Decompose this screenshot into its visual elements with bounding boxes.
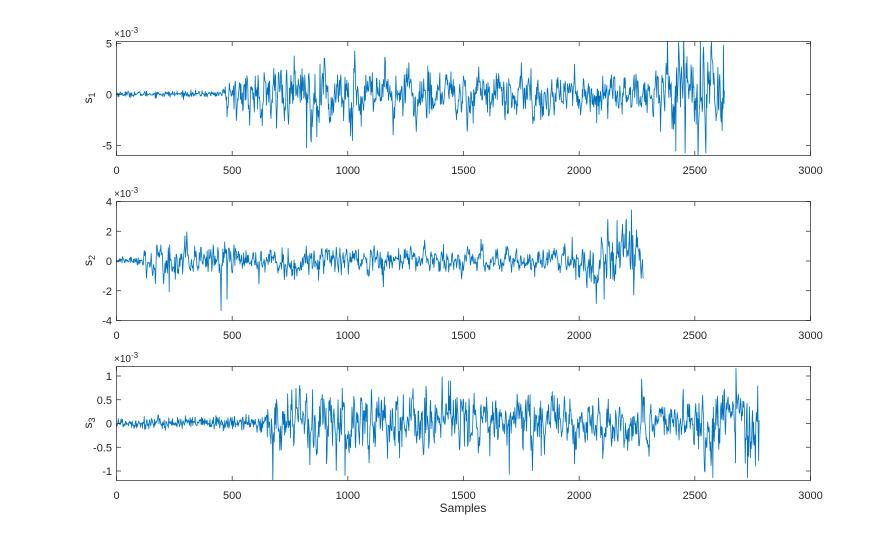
x-tick-label: 1000	[336, 165, 360, 177]
y-axis-label: s3	[81, 417, 97, 428]
y-tick-label: 0.5	[97, 395, 112, 407]
exponent-power: -3	[131, 186, 139, 195]
x-tick-label: 1500	[451, 330, 475, 342]
y-tick-label: 2	[106, 226, 112, 238]
y-label-subscript: 1	[87, 92, 97, 97]
x-tick-label: 0	[113, 490, 119, 502]
x-tick-label: 3000	[798, 490, 822, 502]
x-tick-label: 1000	[336, 330, 360, 342]
x-tick-label: 0	[113, 330, 119, 342]
y-tick-label: -1	[102, 466, 112, 478]
y-tick-label: -5	[102, 140, 112, 152]
y-tick-label: 1	[106, 371, 112, 383]
x-tick-label: 2000	[567, 330, 591, 342]
y-tick-label: -2	[102, 286, 112, 298]
x-tick-label: 2500	[683, 490, 707, 502]
x-tick-label: 500	[223, 330, 241, 342]
series-line-s2	[116, 209, 644, 312]
series-line-s3	[116, 367, 760, 480]
y-label-main: s	[81, 98, 95, 104]
subplot-1: 0 500 1000 1500 2000 2500 3000 -5 0 5×10-3 s1	[81, 26, 823, 177]
exponent-label: ×10-3	[114, 26, 139, 40]
y-tick-label: 0	[106, 89, 112, 101]
exponent-label: ×10-3	[114, 351, 139, 365]
x-tick-label: 1500	[451, 165, 475, 177]
y-label-main: s	[81, 423, 95, 429]
exponent-base: ×10	[114, 189, 131, 200]
x-tick-label: 1500	[451, 490, 475, 502]
x-tick-label: 1000	[336, 490, 360, 502]
x-tick-label: 2000	[567, 165, 591, 177]
y-tick-label: 0	[106, 419, 112, 431]
y-tick-label: -0.5	[93, 442, 112, 454]
x-tick-label: 2500	[683, 165, 707, 177]
subplot-3: 0 500 1000 1500 2000 2500 3000 -1 -0.5 0 0.5 1×10-3…	[81, 351, 823, 502]
exponent-base: ×10	[114, 29, 131, 40]
y-tick-label: 0	[106, 256, 112, 268]
x-tick-label: 2500	[683, 330, 707, 342]
y-label-subscript: 2	[87, 255, 97, 260]
x-tick-label: 500	[223, 490, 241, 502]
x-axis-label: Samples	[440, 501, 487, 515]
y-axis-label: s2	[81, 255, 97, 266]
x-tick-label: 3000	[798, 330, 822, 342]
exponent-power: -3	[131, 26, 139, 35]
y-tick-label: 4	[106, 197, 112, 209]
exponent-base: ×10	[114, 354, 131, 365]
series-line-s1	[116, 41, 725, 155]
exponent-label: ×10-3	[114, 186, 139, 200]
x-tick-label: 0	[113, 165, 119, 177]
x-tick-label: 500	[223, 165, 241, 177]
y-tick-label: 5	[106, 39, 112, 51]
x-tick-label: 3000	[798, 165, 822, 177]
y-label-subscript: 3	[87, 417, 97, 422]
exponent-power: -3	[131, 351, 139, 360]
y-label-main: s	[81, 260, 95, 266]
y-tick-label: -4	[102, 316, 112, 328]
x-tick-label: 2000	[567, 490, 591, 502]
y-axis-label: s1	[81, 92, 97, 103]
